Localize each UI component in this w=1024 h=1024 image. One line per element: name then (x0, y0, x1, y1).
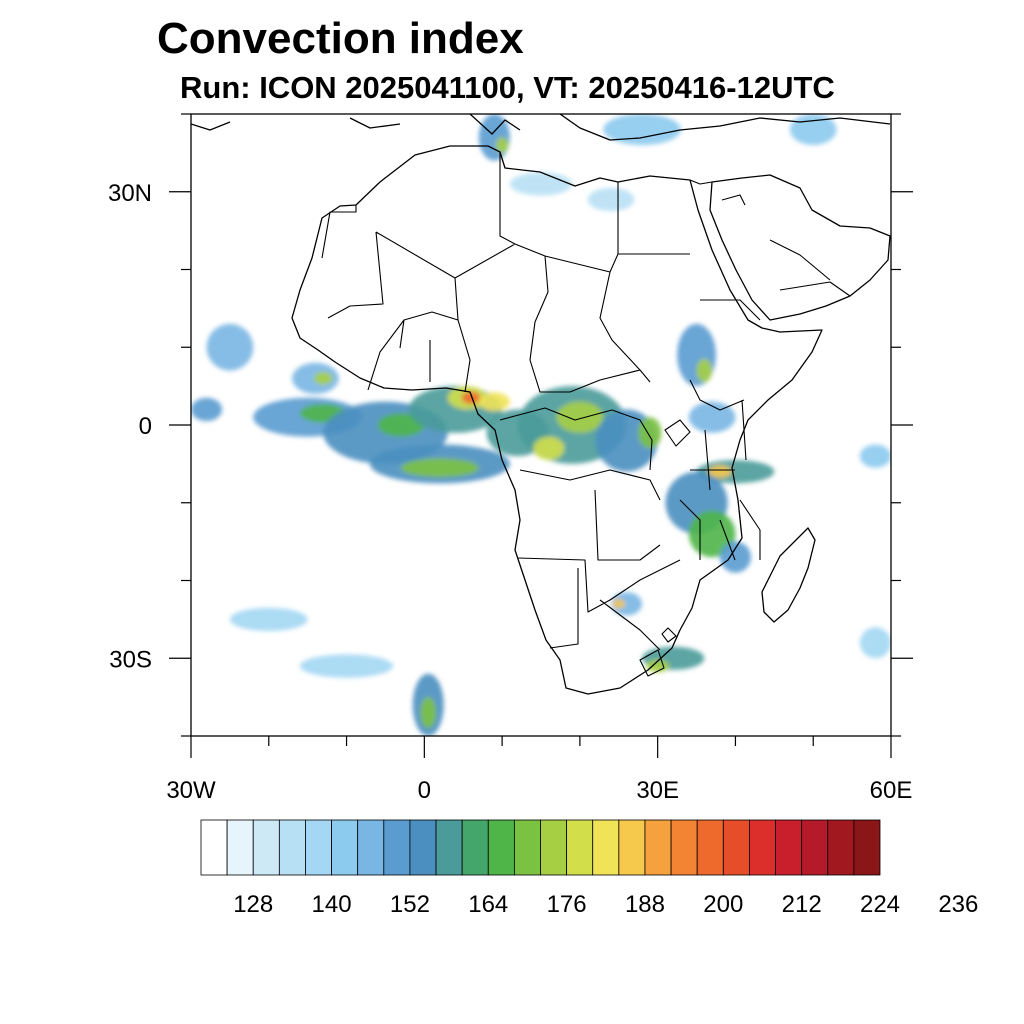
colorbar-swatch (435, 819, 463, 876)
colorbar-label: 224 (860, 891, 900, 918)
colorbar-swatch (461, 819, 489, 876)
convection-cell (859, 444, 891, 468)
convection-cell (229, 607, 308, 632)
arabia-coastline (709, 174, 891, 321)
lat-tick-label: 30S (109, 646, 152, 673)
colorbar-swatch (644, 819, 672, 876)
convection-cell (191, 397, 223, 422)
colorbar-swatch (618, 819, 646, 876)
convection-cell (638, 417, 662, 449)
convection-cell (478, 392, 510, 412)
lat-tick-label: 30N (108, 180, 152, 207)
colorbar-swatch (357, 819, 385, 876)
madagascar-coastline (761, 527, 816, 623)
colorbar-label: 188 (625, 891, 665, 918)
colorbar-swatch (696, 819, 724, 876)
coastlines-and-borders (191, 114, 891, 695)
convection-field (191, 114, 891, 736)
convection-cell (401, 458, 479, 478)
lon-tick-label: 30W (166, 777, 216, 804)
convection-cell (688, 401, 736, 433)
colorbar-swatch (278, 819, 306, 876)
colorbar-swatch (749, 819, 776, 876)
colorbar: 128 140 152 164 176 188 200 212 224 236 (200, 819, 978, 918)
map-subtitle: Run: ICON 2025041100, VT: 20250416-12UTC (180, 70, 835, 105)
colorbar-swatch (670, 819, 698, 876)
colorbar-swatch (566, 819, 594, 876)
convection-cell (299, 654, 394, 678)
colorbar-swatch (592, 819, 620, 876)
colorbar-swatch (383, 819, 411, 876)
colorbar-label: 212 (782, 891, 822, 918)
colorbar-swatch (252, 819, 280, 876)
convection-cell (495, 137, 509, 153)
colorbar-swatch (331, 819, 359, 876)
lon-tick-label: 30E (636, 777, 679, 804)
convection-cell (603, 114, 681, 146)
convection-cell (587, 187, 635, 212)
convection-cell (313, 372, 333, 385)
colorbar-swatch (722, 819, 750, 876)
convection-cell (420, 697, 436, 729)
lon-tick-label: 60E (870, 777, 913, 804)
colorbar-label: 128 (233, 891, 273, 918)
colorbar-swatch (801, 819, 829, 876)
map-frame: 30W 0 30E 60E 30N 0 30S (108, 113, 913, 804)
colorbar-swatch (487, 819, 515, 876)
colorbar-swatch (775, 819, 803, 876)
convection-cell (646, 659, 670, 673)
convection-cell (859, 627, 891, 659)
lat-tick-label: 0 (139, 413, 152, 440)
colorbar-swatch (827, 819, 855, 876)
convection-cell (612, 599, 625, 609)
convection-cell (719, 541, 751, 573)
colorbar-label: 176 (547, 891, 587, 918)
colorbar-swatch (226, 819, 254, 876)
convection-cell (556, 401, 604, 433)
convection-cell (611, 592, 643, 616)
colorbar-swatch (200, 819, 228, 876)
convection-cell (696, 358, 713, 383)
country-borders (321, 152, 851, 677)
convection-cell (708, 465, 732, 478)
convection-cell (461, 391, 481, 405)
lon-tick-label: 0 (418, 777, 431, 804)
colorbar-swatch (513, 819, 541, 876)
colorbar-label: 152 (390, 891, 430, 918)
colorbar-label: 200 (703, 891, 743, 918)
colorbar-label: 140 (312, 891, 352, 918)
colorbar-swatch (409, 819, 437, 876)
colorbar-label: 164 (468, 891, 508, 918)
colorbar-swatch (853, 819, 881, 876)
convection-cell (206, 323, 254, 371)
convection-cell (478, 114, 510, 161)
colorbar-label: 236 (938, 891, 978, 918)
convection-cell (509, 172, 573, 196)
convection-cell (377, 413, 425, 437)
convection-cell (533, 436, 565, 460)
colorbar-swatch (540, 819, 568, 876)
map-title: Convection index (157, 14, 524, 63)
colorbar-swatch (305, 819, 332, 876)
europe-coastline (191, 114, 891, 141)
